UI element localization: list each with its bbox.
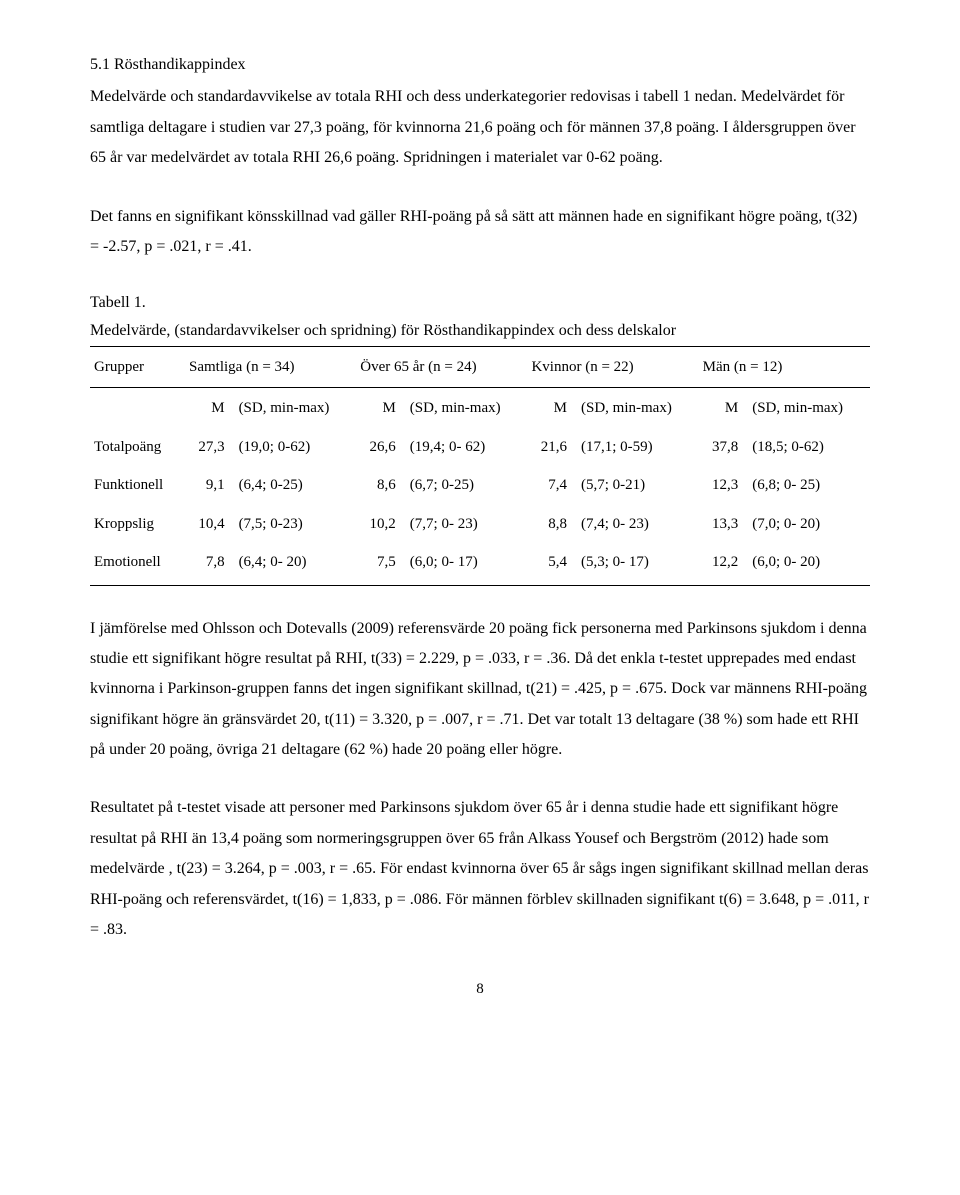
cell-sd: (6,7; 0-25) (406, 466, 528, 505)
cell-m: 9,1 (185, 466, 235, 505)
col-kvinnor: Kvinnor (n = 22) (527, 346, 698, 388)
table-row: Kroppslig 10,4 (7,5; 0-23) 10,2 (7,7; 0-… (90, 505, 870, 544)
cell-m: 8,6 (356, 466, 406, 505)
cell-sd: (6,0; 0- 17) (406, 543, 528, 585)
cell-m: 13,3 (699, 505, 749, 544)
col-over65: Över 65 år (n = 24) (356, 346, 527, 388)
table-subheader-row: M (SD, min-max) M (SD, min-max) M (SD, m… (90, 388, 870, 428)
cell-m: 10,2 (356, 505, 406, 544)
cell-sd: (SD, min-max) (577, 388, 699, 428)
table-caption: Medelvärde, (standardavvikelser och spri… (90, 318, 870, 344)
cell-m: 12,3 (699, 466, 749, 505)
cell-empty (90, 388, 185, 428)
cell-m: 7,8 (185, 543, 235, 585)
cell-sd: (7,4; 0- 23) (577, 505, 699, 544)
cell-m: M (185, 388, 235, 428)
cell-m: 5,4 (527, 543, 577, 585)
page-number: 8 (90, 975, 870, 1004)
cell-m: 12,2 (699, 543, 749, 585)
paragraph-significance: Det fanns en signifikant könsskillnad va… (90, 202, 870, 263)
cell-sd: (7,7; 0- 23) (406, 505, 528, 544)
paragraph-intro: Medelvärde och standardavvikelse av tota… (90, 82, 870, 173)
table-row: Emotionell 7,8 (6,4; 0- 20) 7,5 (6,0; 0-… (90, 543, 870, 585)
row-label: Totalpoäng (90, 428, 185, 467)
cell-sd: (SD, min-max) (748, 388, 870, 428)
cell-sd: (5,7; 0-21) (577, 466, 699, 505)
table-row: Totalpoäng 27,3 (19,0; 0-62) 26,6 (19,4;… (90, 428, 870, 467)
cell-sd: (7,0; 0- 20) (748, 505, 870, 544)
cell-sd: (19,4; 0- 62) (406, 428, 528, 467)
cell-sd: (6,8; 0- 25) (748, 466, 870, 505)
cell-m: 21,6 (527, 428, 577, 467)
section-heading: 5.1 Rösthandikappindex (90, 50, 870, 80)
cell-m: M (527, 388, 577, 428)
cell-sd: (6,4; 0-25) (235, 466, 357, 505)
cell-sd: (7,5; 0-23) (235, 505, 357, 544)
cell-sd: (6,0; 0- 20) (748, 543, 870, 585)
table-label: Tabell 1. (90, 290, 870, 316)
cell-m: M (699, 388, 749, 428)
row-label: Kroppslig (90, 505, 185, 544)
cell-m: 26,6 (356, 428, 406, 467)
cell-m: M (356, 388, 406, 428)
row-label: Emotionell (90, 543, 185, 585)
paragraph-ttest: Resultatet på t-testet visade att person… (90, 793, 870, 945)
cell-sd: (19,0; 0-62) (235, 428, 357, 467)
cell-m: 7,5 (356, 543, 406, 585)
cell-sd: (17,1; 0-59) (577, 428, 699, 467)
table-header-row: Grupper Samtliga (n = 34) Över 65 år (n … (90, 346, 870, 388)
col-man: Män (n = 12) (699, 346, 870, 388)
paragraph-comparison: I jämförelse med Ohlsson och Dotevalls (… (90, 614, 870, 766)
cell-m: 37,8 (699, 428, 749, 467)
cell-m: 7,4 (527, 466, 577, 505)
rhi-table: Grupper Samtliga (n = 34) Över 65 år (n … (90, 346, 870, 586)
col-samtliga: Samtliga (n = 34) (185, 346, 356, 388)
table-row: Funktionell 9,1 (6,4; 0-25) 8,6 (6,7; 0-… (90, 466, 870, 505)
cell-m: 8,8 (527, 505, 577, 544)
cell-sd: (18,5; 0-62) (748, 428, 870, 467)
col-grupper: Grupper (90, 346, 185, 388)
cell-sd: (6,4; 0- 20) (235, 543, 357, 585)
cell-m: 27,3 (185, 428, 235, 467)
page-container: 5.1 Rösthandikappindex Medelvärde och st… (0, 0, 960, 1044)
row-label: Funktionell (90, 466, 185, 505)
cell-sd: (5,3; 0- 17) (577, 543, 699, 585)
cell-sd: (SD, min-max) (406, 388, 528, 428)
cell-m: 10,4 (185, 505, 235, 544)
cell-sd: (SD, min-max) (235, 388, 357, 428)
